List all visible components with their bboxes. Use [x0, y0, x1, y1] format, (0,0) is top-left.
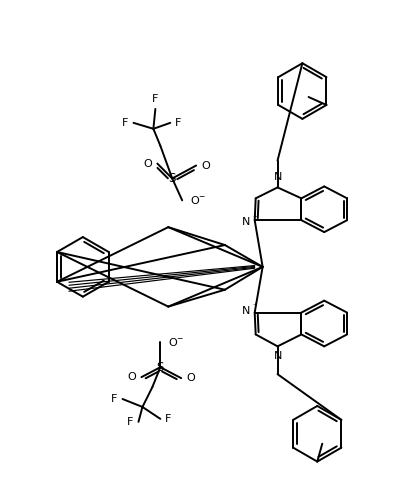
Text: N: N: [274, 351, 283, 362]
Text: O: O: [201, 160, 210, 170]
Text: F: F: [127, 417, 134, 427]
Text: F: F: [152, 94, 158, 104]
Text: O$^{-}$: O$^{-}$: [168, 336, 185, 349]
Text: O: O: [144, 158, 153, 168]
Text: O$^{-}$: O$^{-}$: [190, 194, 207, 206]
Text: F: F: [122, 118, 129, 128]
Text: S: S: [157, 361, 164, 374]
Text: O: O: [186, 373, 195, 383]
Text: N: N: [274, 172, 283, 182]
Text: N: N: [242, 217, 251, 227]
Text: $^+$: $^+$: [251, 302, 258, 311]
Text: F: F: [111, 394, 118, 404]
Text: $^+$: $^+$: [251, 213, 258, 222]
Text: O: O: [128, 372, 137, 382]
Text: F: F: [165, 414, 172, 424]
Text: F: F: [175, 118, 181, 128]
Text: S: S: [168, 172, 176, 185]
Text: N: N: [242, 306, 251, 316]
